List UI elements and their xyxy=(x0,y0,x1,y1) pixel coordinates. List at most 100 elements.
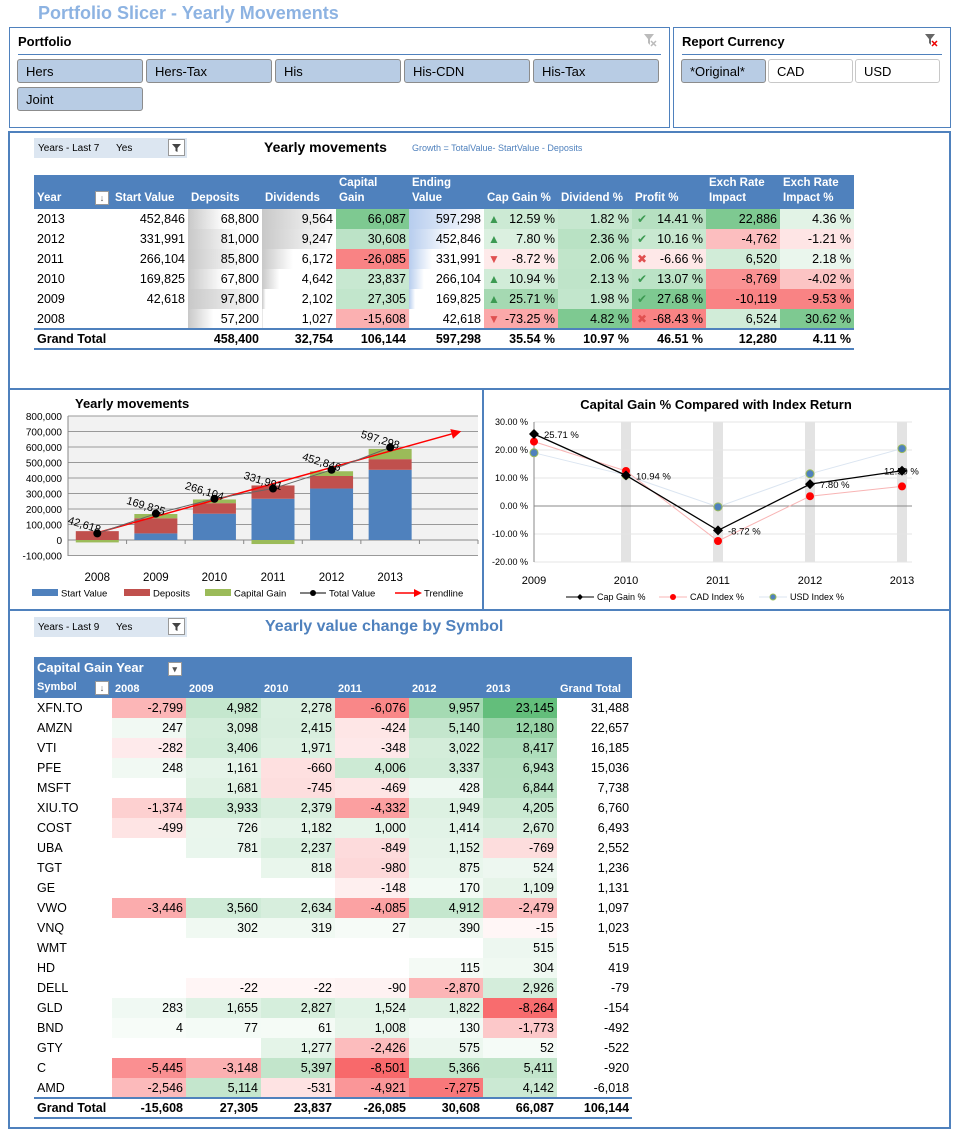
value-cell: 23,145 xyxy=(483,698,557,718)
cell-value: 9,247 xyxy=(301,232,333,246)
value-cell: 818 xyxy=(261,858,335,878)
sort-icon[interactable]: ↓ xyxy=(95,191,109,205)
legend-swatch xyxy=(124,589,150,596)
filter-dropdown-icon[interactable] xyxy=(168,618,185,635)
cell-cap-gain-: ▼ -73.25 % xyxy=(484,309,558,329)
portfolio-item-his-tax[interactable]: His-Tax xyxy=(533,59,659,83)
grand-total-cell: -522 xyxy=(604,1041,630,1055)
row-field-header[interactable]: Symbol ↓ xyxy=(34,679,112,698)
currency-item-cad[interactable]: CAD xyxy=(768,59,853,83)
table-row: 2013 452,846 68,800 9,564 66,087 597,298 ▲ 12.5… xyxy=(34,209,854,229)
cell-value: 331,991 xyxy=(139,232,185,246)
cell-exch-rate-impact: 6,524 xyxy=(706,309,780,329)
value-cell: 1,008 xyxy=(335,1018,409,1038)
bar-deposits xyxy=(134,518,178,534)
currency-item-original[interactable]: *Original* xyxy=(681,59,766,83)
value-cell xyxy=(112,918,186,938)
symbol-cell: WMT xyxy=(37,941,67,955)
value-cell: 2,827 xyxy=(261,998,335,1018)
clear-filter-icon[interactable] xyxy=(924,33,938,47)
portfolio-item-hers-tax[interactable]: Hers-Tax xyxy=(146,59,272,83)
value-cell: 390 xyxy=(409,918,483,938)
value-cell: 4,912 xyxy=(409,898,483,918)
cell-cap-gain-: ▲ 10.94 % xyxy=(484,269,558,289)
grand-total-cell: 1,097 xyxy=(597,901,630,915)
filter-dropdown-icon[interactable] xyxy=(168,139,185,156)
trendline-arrow xyxy=(450,429,462,439)
value-cell: 283 xyxy=(112,998,186,1018)
cap-gain-point xyxy=(713,525,723,536)
clear-filter-icon[interactable] xyxy=(643,33,657,47)
value-cell: 428 xyxy=(409,778,483,798)
triangle-up-icon: ▲ xyxy=(488,292,500,306)
dropdown-icon[interactable]: ▾ xyxy=(167,662,182,676)
cell-deposits: 68,800 xyxy=(188,209,262,229)
cell-value: -6.66 % xyxy=(659,252,703,266)
filter-value: Yes xyxy=(116,622,133,633)
symbol-cell: AMZN xyxy=(37,721,73,735)
value-cell: -2,426 xyxy=(335,1038,409,1058)
triangle-down-icon: ▼ xyxy=(488,252,500,266)
cell-dividend-: 4.82 % xyxy=(558,309,632,329)
column-header: 2010 xyxy=(261,679,335,698)
x-tick-label: 2010 xyxy=(202,572,228,584)
portfolio-item-his[interactable]: His xyxy=(275,59,401,83)
cell-value: 2012 xyxy=(37,232,65,246)
grand-total-cell: 515 xyxy=(608,941,630,955)
value-cell xyxy=(186,958,261,978)
value-cell xyxy=(409,938,483,958)
value-cell: 248 xyxy=(112,758,186,778)
cell-value: 2013 xyxy=(37,212,65,226)
symbol-cell: XIU.TO xyxy=(37,801,79,815)
value-cell: 5,140 xyxy=(409,718,483,738)
portfolio-item-hers[interactable]: Hers xyxy=(17,59,143,83)
capital-gain-chart-panel: -20.00 % -10.00 % 0.00 % 10.00 % 20.00 % 30.0… xyxy=(482,388,951,611)
cell-value: 169,825 xyxy=(139,272,185,286)
value-cell: -22 xyxy=(186,978,261,998)
total-cell: -26,085 xyxy=(335,1097,409,1119)
portfolio-item-joint[interactable]: Joint xyxy=(17,87,143,111)
column-field-header[interactable]: Capital Gain Year ▾ xyxy=(34,657,633,679)
currency-item-usd[interactable]: USD xyxy=(855,59,940,83)
bar-deposits xyxy=(192,503,236,514)
cell-value: 597,298 xyxy=(435,212,481,226)
grand-total-cell: -79 xyxy=(611,981,630,995)
total-value-point xyxy=(269,484,277,493)
cell-value: -9.53 % xyxy=(807,292,851,306)
table-row: BND 4 77 61 1,008 130 -1,773 -492 xyxy=(34,1018,632,1038)
value-cell: 304 xyxy=(483,958,557,978)
value-cell: -22 xyxy=(261,978,335,998)
cell-profit-: ✔ 14.41 % xyxy=(632,209,706,229)
sort-icon[interactable]: ↓ xyxy=(95,681,109,695)
total-value-point xyxy=(327,465,336,474)
column-header: Capital Gain xyxy=(336,175,409,209)
column-header[interactable]: Year ↓ xyxy=(34,175,112,209)
value-cell: 575 xyxy=(409,1038,483,1058)
row-field-label: Symbol xyxy=(37,681,77,693)
x-tick-label: 2009 xyxy=(522,575,546,587)
cell-profit-: ✔ 13.07 % xyxy=(632,269,706,289)
symbol-cell: GE xyxy=(37,881,56,895)
cell-start-value: 266,104 xyxy=(112,249,188,269)
value-cell: 2,670 xyxy=(483,818,557,838)
total-cell: 32,754 xyxy=(262,328,336,350)
cell-start-value xyxy=(112,309,188,329)
column-header-label: Year xyxy=(37,192,62,204)
value-cell: 524 xyxy=(483,858,557,878)
symbol-cell: GLD xyxy=(37,1001,63,1015)
x-tick-label: 2011 xyxy=(706,575,730,587)
cell-value: 67,800 xyxy=(220,272,259,286)
value-cell: -4,332 xyxy=(335,798,409,818)
cell-year: 2009 xyxy=(34,289,112,309)
value-cell: -849 xyxy=(335,838,409,858)
total-cell: 66,087 xyxy=(483,1097,557,1119)
total-cell: 35.54 % xyxy=(484,328,558,350)
cell-capital-gain: -26,085 xyxy=(336,249,409,269)
cell-exch-rate-impact-: -4.02 % xyxy=(780,269,854,289)
table-row: 2009 42,618 97,800 2,102 27,305 169,825 ▲ 25.71… xyxy=(34,289,854,309)
cross-icon: ✖ xyxy=(636,252,648,266)
portfolio-item-his-cdn[interactable]: His-CDN xyxy=(404,59,530,83)
cell-value: 4.36 % xyxy=(812,212,851,226)
cell-year: 2011 xyxy=(34,249,112,269)
grand-total-cell: 31,488 xyxy=(590,701,630,715)
